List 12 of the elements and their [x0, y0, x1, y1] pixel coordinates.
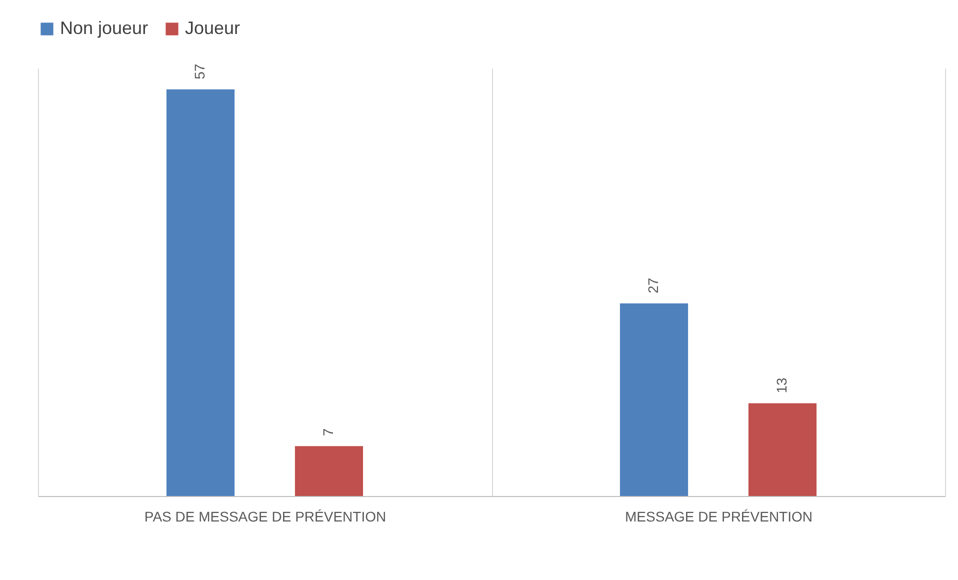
data-label: 7 [320, 428, 336, 436]
x-tick-label: PAS DE MESSAGE DE PRÉVENTION [144, 508, 386, 524]
data-label: 57 [192, 64, 208, 80]
legend-label: Non joueur [60, 18, 148, 38]
bar [166, 89, 235, 496]
data-label: 13 [773, 377, 790, 394]
data-label: 27 [645, 278, 662, 294]
bar [620, 303, 688, 496]
bar [748, 403, 817, 496]
x-tick-label: MESSAGE DE PRÉVENTION [625, 508, 812, 524]
bar [294, 446, 364, 496]
legend-label: Joueur [185, 18, 240, 38]
